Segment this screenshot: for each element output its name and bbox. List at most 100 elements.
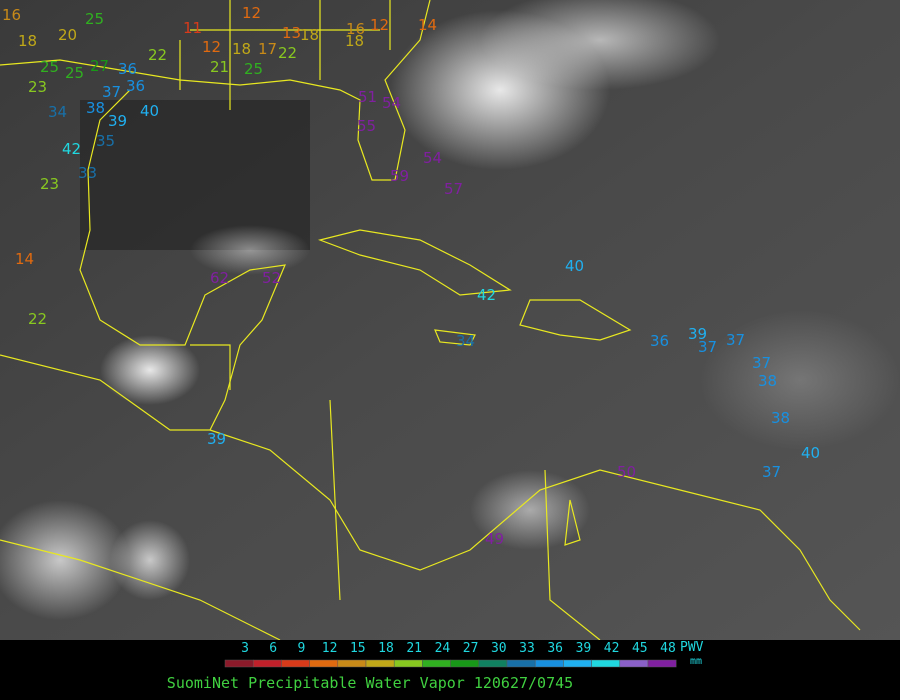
legend-swatch [252,659,282,668]
dark-gulf [80,100,310,250]
station-label: 23 [40,175,59,193]
legend-tick-label: 45 [632,641,648,656]
station-label: 27 [90,57,109,75]
station-label: 22 [148,46,167,64]
station-label: 57 [444,180,463,198]
legend-swatch [563,659,592,668]
legend-tick-label: 36 [547,641,563,656]
station-label: 18 [232,40,251,58]
station-label: 13 [282,24,301,42]
station-label: 12 [202,38,221,56]
legend-swatch [534,659,564,668]
legend-tick-label: 48 [660,641,676,656]
station-label: 12 [242,4,261,22]
station-label: 34 [456,332,475,350]
unit-label: PWV [680,640,704,655]
station-label: 12 [370,16,389,34]
station-label: 37 [698,338,717,356]
station-label: 23 [28,78,47,96]
station-label: 36 [126,77,145,95]
legend-tick-label: 27 [463,641,479,656]
station-label: 25 [40,58,59,76]
station-label: 14 [15,250,34,268]
station-label: 25 [65,64,84,82]
station-label: 18 [18,32,37,50]
station-label: 36 [118,60,137,78]
legend-tick-label: 42 [604,641,620,656]
station-label: 38 [771,409,790,427]
station-label: 54 [382,94,401,112]
station-label: 18 [300,26,319,44]
legend-swatch [224,659,254,668]
station-label: 37 [102,83,121,101]
legend-swatch [619,659,649,668]
legend-swatch [647,659,677,668]
station-label: 37 [752,354,771,372]
legend-swatch [422,659,451,668]
legend-tick-label: 21 [406,641,422,656]
legend-tick-label: 33 [519,641,535,656]
station-label: 25 [85,10,104,28]
station-label: 49 [485,530,504,548]
station-label: 39 [108,112,127,130]
station-label: 14 [418,16,437,34]
station-label: 37 [762,463,781,481]
station-label: 42 [62,140,81,158]
coastlines [0,0,861,641]
legend-swatch [591,659,621,668]
station-label: 16 [346,20,365,38]
legend-swatch [506,659,536,668]
caption: SuomiNet Precipitable Water Vapor 120627… [167,674,573,692]
station-label: 50 [617,463,636,481]
legend-tick-label: 39 [576,641,592,656]
station-label: 51 [358,88,377,106]
station-label: 33 [78,164,97,182]
legend-swatch [281,659,310,668]
legend-tick-label: 9 [297,641,305,656]
station-label: 36 [650,332,669,350]
station-label: 20 [58,26,77,44]
station-label: 54 [423,149,442,167]
unit-sub-label: mm [690,656,702,667]
legend-tick-label: 18 [378,641,394,656]
station-label: 34 [48,103,67,121]
legend-swatch [393,659,423,668]
station-label: 39 [207,430,226,448]
station-label: 52 [262,269,281,287]
station-label: 21 [210,58,229,76]
station-label: 40 [801,444,820,462]
legend-tick-label: 15 [350,641,366,656]
station-label: 17 [258,40,277,58]
station-label: 35 [96,132,115,150]
legend-tick-label: 12 [322,641,338,656]
station-label: 37 [726,331,745,349]
station-label: 62 [210,269,229,287]
legend-swatch [365,659,395,668]
legend-swatch [309,659,339,668]
legend-swatch [450,659,480,668]
station-label: 39 [688,325,707,343]
station-label: 22 [278,44,297,62]
station-label: 22 [28,310,47,328]
station-label: 42 [477,286,496,304]
station-label: 16 [2,6,21,24]
legend-tick-label: 30 [491,641,507,656]
legend-tick-label: 24 [435,641,451,656]
legend-tick-label: 3 [241,641,249,656]
legend-panel [0,640,900,700]
legend: 3 6 9 12 15 18 21 24 27 30 33 36 39 42 45 48 [224,641,677,668]
station-label: 11 [183,19,202,37]
station-label: 40 [140,102,159,120]
station-label: 40 [565,257,584,275]
station-label: 38 [758,372,777,390]
legend-swatch [478,659,508,668]
station-label: 18 [345,32,364,50]
legend-tick-label: 6 [269,641,277,656]
station-label: 25 [244,60,263,78]
station-label: 55 [357,117,376,135]
clouds [0,0,900,620]
station-label: 59 [390,167,409,185]
legend-swatch [337,659,367,668]
